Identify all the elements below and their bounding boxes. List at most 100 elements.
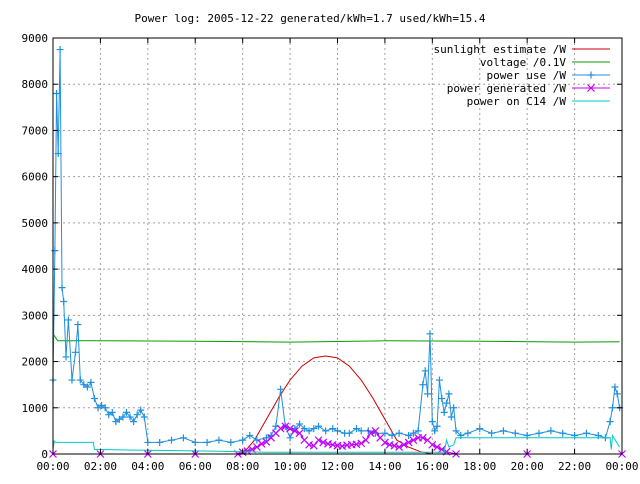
series-line xyxy=(52,433,621,453)
data-point xyxy=(380,438,389,447)
y-tick-label: 1000 xyxy=(22,402,49,415)
data-point xyxy=(452,427,460,435)
data-point xyxy=(305,440,313,449)
axis-layer: 00:00 02:00 04:00 06:00 08:00 10:00 12:00 14:00… xyxy=(22,32,639,473)
data-point xyxy=(76,376,84,384)
data-point xyxy=(137,406,145,414)
legend-label: sunlight estimate /W xyxy=(434,43,567,56)
data-point xyxy=(421,367,429,375)
data-point xyxy=(357,439,366,448)
data-point xyxy=(300,425,308,433)
y-tick-label: 9000 xyxy=(22,32,49,45)
chart-title: Power log: 2005-12-22 generated/kWh=1.7 … xyxy=(135,12,486,25)
y-tick-label: 5000 xyxy=(22,217,49,230)
x-tick-label: 00:00 xyxy=(605,460,638,473)
data-point xyxy=(424,390,432,398)
data-point xyxy=(440,408,448,416)
data-point xyxy=(51,247,59,255)
data-point xyxy=(133,411,141,419)
data-point xyxy=(345,429,353,437)
data-point xyxy=(64,316,72,324)
x-tick-label: 12:00 xyxy=(321,460,354,473)
data-point xyxy=(276,424,285,433)
data-point xyxy=(352,440,361,449)
x-tick-label: 04:00 xyxy=(131,460,164,473)
data-point xyxy=(203,438,211,446)
data-point xyxy=(611,383,619,391)
data-point xyxy=(101,404,109,412)
y-tick-label: 0 xyxy=(41,448,48,461)
data-point xyxy=(54,150,62,158)
data-point xyxy=(371,426,380,435)
grid-layer xyxy=(53,38,622,454)
data-point xyxy=(476,425,484,433)
data-point xyxy=(281,422,290,431)
data-point xyxy=(140,413,148,421)
data-point xyxy=(613,390,621,398)
data-point xyxy=(90,395,98,403)
data-point xyxy=(168,436,176,444)
data-point xyxy=(445,390,453,398)
data-point xyxy=(404,438,413,447)
data-point xyxy=(418,433,427,442)
data-point xyxy=(419,381,427,389)
data-point xyxy=(499,427,507,435)
data-point xyxy=(399,440,408,449)
data-point xyxy=(253,436,261,444)
data-point xyxy=(252,443,261,451)
y-tick-label: 8000 xyxy=(22,78,49,91)
data-point xyxy=(296,420,304,428)
data-point xyxy=(156,438,164,446)
data-point xyxy=(239,436,247,444)
data-point xyxy=(119,413,127,421)
data-point xyxy=(56,46,64,54)
data-point xyxy=(315,422,323,430)
x-tick-label: 14:00 xyxy=(368,460,401,473)
series-5 xyxy=(52,433,621,453)
data-point xyxy=(215,436,223,444)
x-tick-label: 20:00 xyxy=(511,460,544,473)
data-point xyxy=(277,385,285,393)
data-point xyxy=(447,413,455,421)
data-point xyxy=(435,376,443,384)
data-point xyxy=(609,404,617,412)
data-point xyxy=(395,429,403,437)
data-point xyxy=(352,425,360,433)
data-point xyxy=(381,429,389,437)
data-point xyxy=(286,434,294,442)
data-point xyxy=(227,438,235,446)
data-point xyxy=(535,429,543,437)
data-point xyxy=(53,89,61,97)
data-point xyxy=(246,432,254,440)
data-point xyxy=(130,418,138,426)
legend-label: power use /W xyxy=(487,69,567,82)
data-point xyxy=(74,321,82,329)
data-point xyxy=(72,348,80,356)
y-tick-label: 4000 xyxy=(22,263,49,276)
x-tick-label: 06:00 xyxy=(179,460,212,473)
data-point xyxy=(511,429,519,437)
series-line xyxy=(52,333,620,343)
data-point xyxy=(428,418,436,426)
data-point xyxy=(334,427,341,435)
data-point xyxy=(286,424,295,433)
data-point xyxy=(405,432,413,440)
x-tick-label: 02:00 xyxy=(84,460,117,473)
data-point xyxy=(122,408,130,416)
data-point xyxy=(338,442,347,451)
x-tick-label: 18:00 xyxy=(463,460,496,473)
data-point xyxy=(328,440,337,449)
data-point xyxy=(58,284,66,292)
x-tick-label: 08:00 xyxy=(226,460,259,473)
data-point xyxy=(431,427,439,435)
legend-label: power generated /W xyxy=(447,82,567,95)
y-tick-label: 6000 xyxy=(22,171,49,184)
data-point xyxy=(191,438,199,446)
data-point xyxy=(414,427,422,435)
data-point xyxy=(60,297,68,305)
data-point xyxy=(409,429,417,437)
data-point xyxy=(390,441,399,450)
data-point xyxy=(305,427,313,435)
